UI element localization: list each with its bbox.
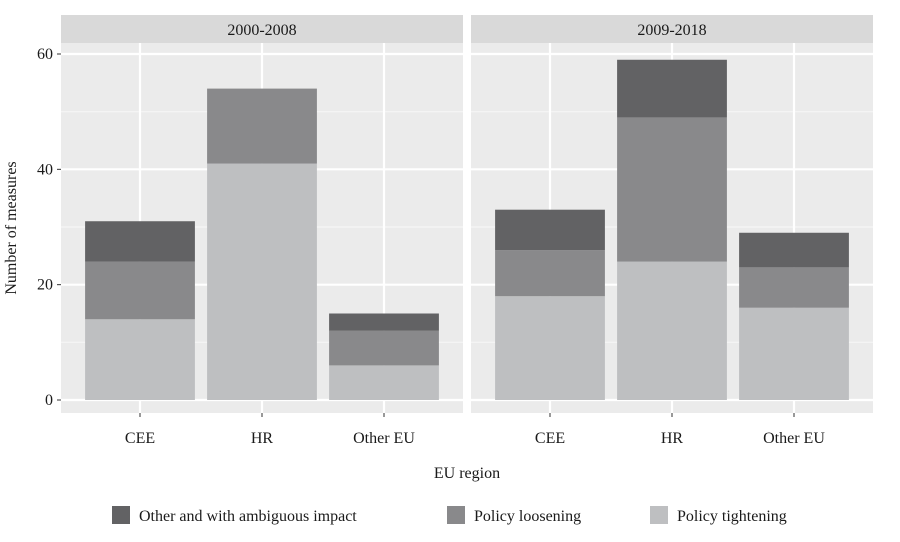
legend-swatch	[650, 506, 668, 524]
bar-segment-policy-loosening	[495, 250, 605, 297]
x-axis-label: EU region	[434, 465, 500, 482]
facet-title: 2009-2018	[637, 22, 706, 39]
legend-label: Policy loosening	[474, 508, 581, 525]
bar-segment-policy-loosening	[739, 267, 849, 308]
x-tick-label: CEE	[535, 430, 565, 447]
legend-label: Other and with ambiguous impact	[139, 508, 357, 525]
legend-swatch	[112, 506, 130, 524]
facet-panel: 2009-2018 CEE HR Other EU	[471, 15, 873, 447]
bar-segment-policy-tightening	[617, 261, 727, 400]
facet-title: 2000-2008	[227, 22, 296, 39]
bar-segment-policy-tightening	[495, 296, 605, 400]
x-tick-label: HR	[251, 430, 274, 447]
bar-segment-policy-loosening	[207, 88, 317, 164]
bar-segment-policy-loosening	[617, 117, 727, 262]
y-tick-label: 20	[37, 277, 53, 294]
legend-label: Policy tightening	[677, 508, 787, 525]
bar-segment-policy-tightening	[329, 365, 439, 400]
bar-segment-policy-loosening	[329, 330, 439, 366]
y-tick-label: 40	[37, 161, 53, 178]
legend-swatch	[447, 506, 465, 524]
legend: Other and with ambiguous impact Policy lo…	[112, 506, 787, 525]
x-tick-label: Other EU	[353, 430, 415, 447]
legend-item: Policy loosening	[447, 506, 581, 525]
y-tick-label: 60	[37, 46, 53, 63]
legend-item: Other and with ambiguous impact	[112, 506, 357, 525]
bar-segment-policy-tightening	[207, 163, 317, 400]
y-tick-label: 0	[45, 392, 53, 409]
bar-segment-other-and-with-ambiguous-impact	[329, 313, 439, 331]
facet-strip	[471, 15, 873, 43]
x-tick-label: CEE	[125, 430, 155, 447]
x-tick-label: HR	[661, 430, 684, 447]
bar-segment-other-and-with-ambiguous-impact	[739, 232, 849, 268]
bar-segment-other-and-with-ambiguous-impact	[495, 209, 605, 251]
bar-segment-policy-loosening	[85, 261, 195, 320]
facet-panel: 2000-2008 CEE HR Other EU	[61, 15, 463, 447]
x-tick-label: Other EU	[763, 430, 825, 447]
bar-segment-policy-tightening	[739, 307, 849, 400]
bar-segment-policy-tightening	[85, 319, 195, 400]
legend-item: Policy tightening	[650, 506, 787, 525]
bar-segment-other-and-with-ambiguous-impact	[617, 59, 727, 118]
facet-strip	[61, 15, 463, 43]
bar-segment-other-and-with-ambiguous-impact	[85, 221, 195, 262]
y-axis-label: Number of measures	[3, 161, 20, 294]
